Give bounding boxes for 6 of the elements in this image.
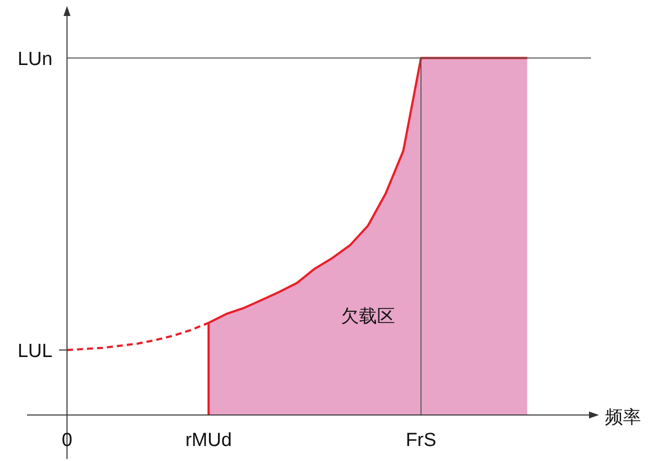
ref-label: LUn [18, 49, 52, 70]
annotation: 欠载区 [340, 306, 395, 326]
annotation: LUL [18, 341, 52, 362]
xtick: rMUd [185, 430, 232, 451]
xlabel: 频率 [605, 407, 641, 427]
xtick: FrS [406, 430, 436, 451]
